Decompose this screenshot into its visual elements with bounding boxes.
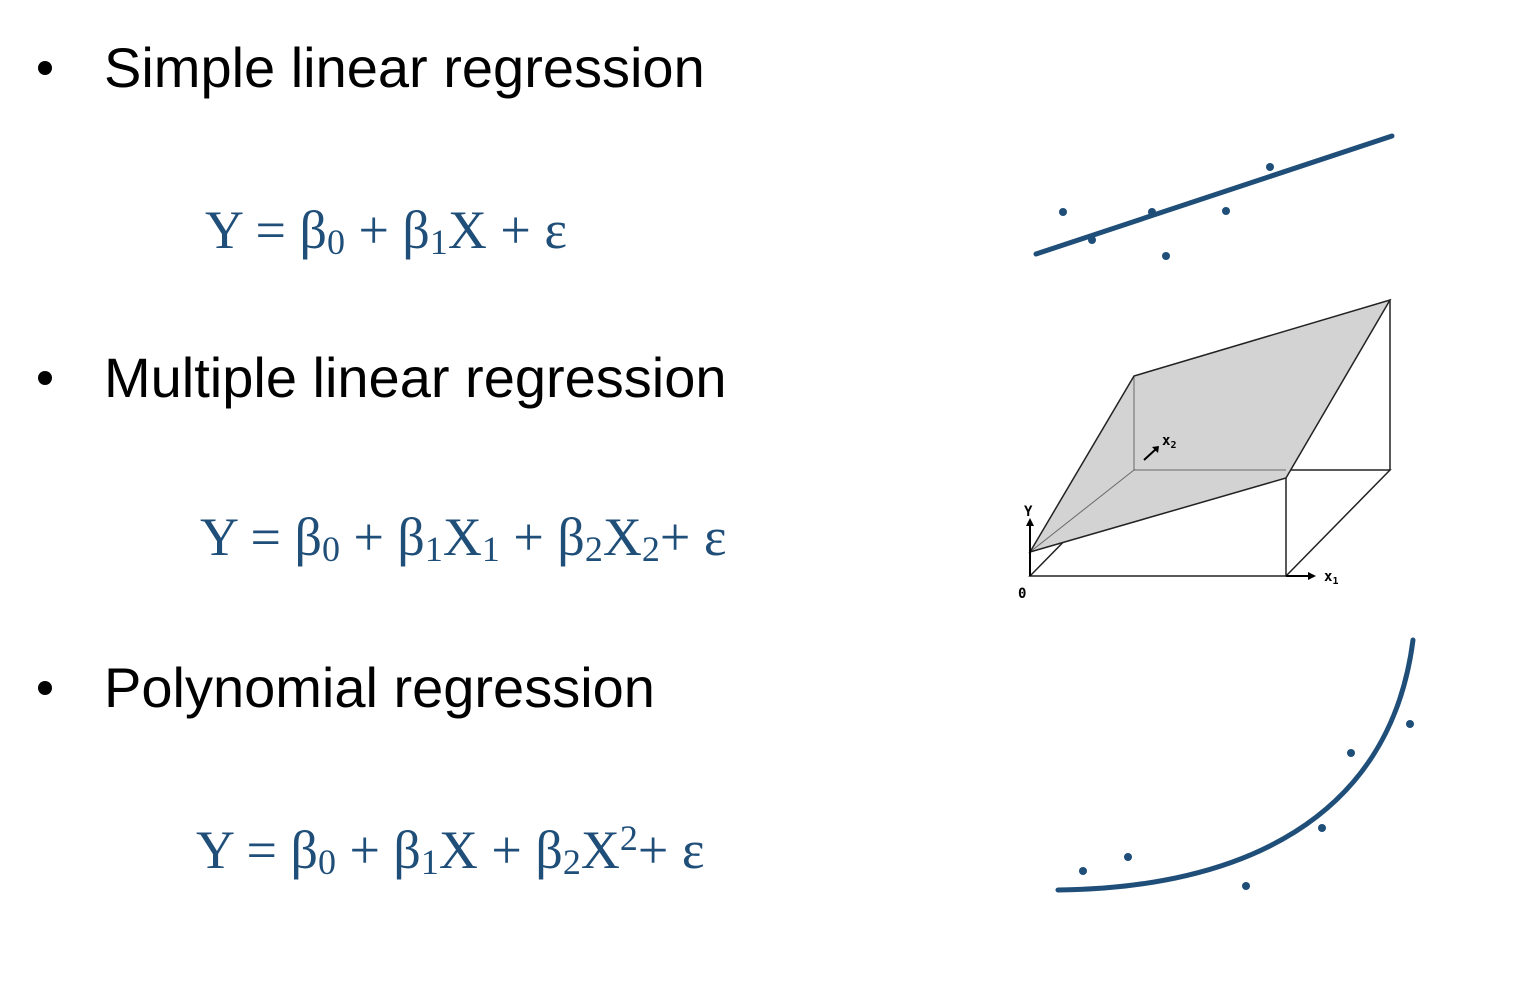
x1-axis-label: x1 (1324, 569, 1338, 587)
bullet-multiple-linear-regression: Multiple linear regression (38, 350, 727, 406)
y-axis-arrow-icon (1026, 518, 1034, 526)
bullet-polynomial-regression: Polynomial regression (38, 660, 655, 716)
data-point (1124, 853, 1132, 861)
plane-hidden-edge (1029, 469, 1135, 553)
x2-axis-arrow-icon (1152, 446, 1159, 453)
equation-multiple: Y = β0 + β1X1 + β2X2+ ε (200, 507, 727, 569)
x2-axis (1143, 448, 1157, 461)
equation-simple: Y = β0 + β1X + ε (205, 200, 568, 262)
bullet-dot-icon (38, 61, 52, 75)
polynomial-regression-figure (1055, 637, 1416, 893)
data-point (1406, 720, 1414, 728)
regression-curve (1055, 637, 1416, 893)
data-point (1222, 207, 1230, 215)
data-point (1088, 236, 1096, 244)
data-point (1059, 208, 1067, 216)
data-point (1318, 824, 1326, 832)
data-point (1148, 208, 1156, 216)
data-point (1079, 867, 1087, 875)
y-axis-label: Y (1024, 504, 1033, 520)
bullet-label: Polynomial regression (104, 656, 655, 719)
regression-plane (1028, 298, 1392, 554)
plane-regression-figure: Y x1 x2 0 (1018, 298, 1392, 602)
bullet-dot-icon (38, 681, 52, 695)
regression-line (1033, 133, 1395, 257)
bullet-label: Simple linear regression (104, 36, 705, 99)
equation-polynomial: Y = β0 + β1X + β2X2+ ε (196, 818, 705, 882)
data-point (1162, 252, 1170, 260)
data-point (1242, 882, 1250, 890)
origin-label: 0 (1018, 586, 1026, 602)
simple-regression-figure (1033, 133, 1395, 260)
x2-axis-label: x2 (1162, 433, 1176, 451)
bullet-dot-icon (38, 371, 52, 385)
bullet-label: Multiple linear regression (104, 346, 727, 409)
x1-axis-arrow-icon (1308, 572, 1316, 580)
data-point (1266, 163, 1274, 171)
bullet-simple-linear-regression: Simple linear regression (38, 40, 705, 96)
data-point (1347, 749, 1355, 757)
